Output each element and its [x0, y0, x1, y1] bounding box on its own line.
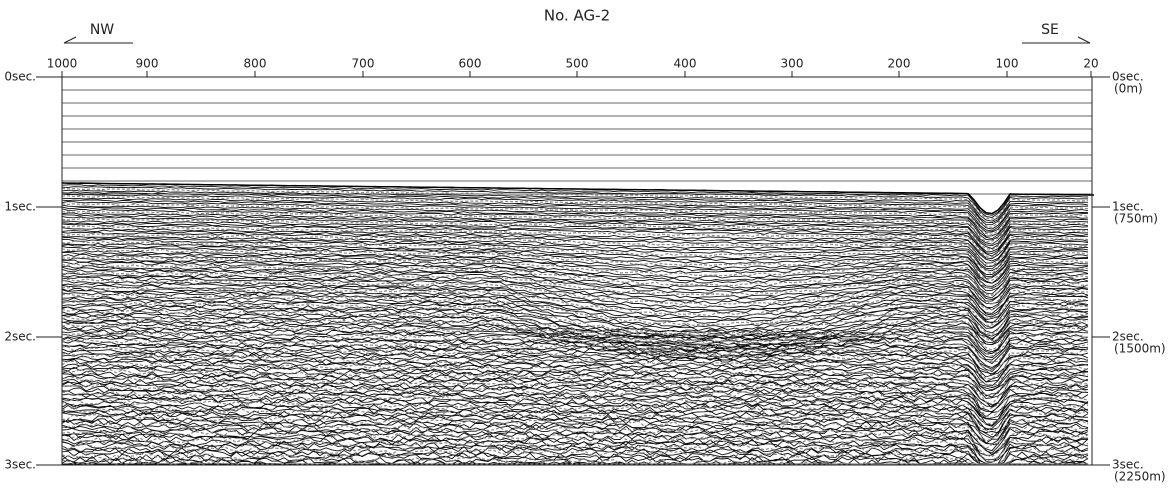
- time-label-right: 0sec.: [1112, 70, 1144, 84]
- shot-point-label: 500: [566, 57, 589, 71]
- arrow-right: [1022, 36, 1091, 44]
- time-label-left: 0sec.: [4, 70, 36, 84]
- section: [61, 89, 1094, 465]
- depth-label-right: (2250m): [1114, 470, 1166, 484]
- water-lines: [62, 89, 1092, 195]
- direction-right: SE: [1041, 22, 1059, 38]
- depth-label-right: (750m): [1114, 212, 1158, 226]
- title: No. AG-2: [544, 7, 610, 25]
- time-label-left: 1sec.: [4, 200, 36, 214]
- shot-point-label: 700: [352, 57, 375, 71]
- arrow-left: [63, 36, 133, 44]
- depth-label-right: (0m): [1114, 82, 1143, 96]
- direction-left: NW: [90, 22, 114, 38]
- shot-point-label: 300: [781, 57, 804, 71]
- time-label-right: 3sec.: [1112, 458, 1144, 472]
- shot-point-label: 100: [996, 57, 1019, 71]
- shot-point-label: 1000: [47, 57, 78, 71]
- shot-point-label: 200: [888, 57, 911, 71]
- sea-floor: [61, 182, 1094, 215]
- shot-point-label: 20: [1083, 57, 1098, 71]
- shot-point-label: 600: [459, 57, 482, 71]
- time-label-left: 2sec.: [4, 330, 36, 344]
- shot-point-label: 800: [244, 57, 267, 71]
- depth-label-right: (1500m): [1114, 342, 1166, 356]
- shot-point-label: 400: [674, 57, 697, 71]
- time-label-right: 1sec.: [1112, 200, 1144, 214]
- shot-point-label: 900: [136, 57, 159, 71]
- time-label-left: 3sec.: [4, 458, 36, 472]
- reflectors-faint: [61, 187, 1089, 465]
- time-label-right: 2sec.: [1112, 330, 1144, 344]
